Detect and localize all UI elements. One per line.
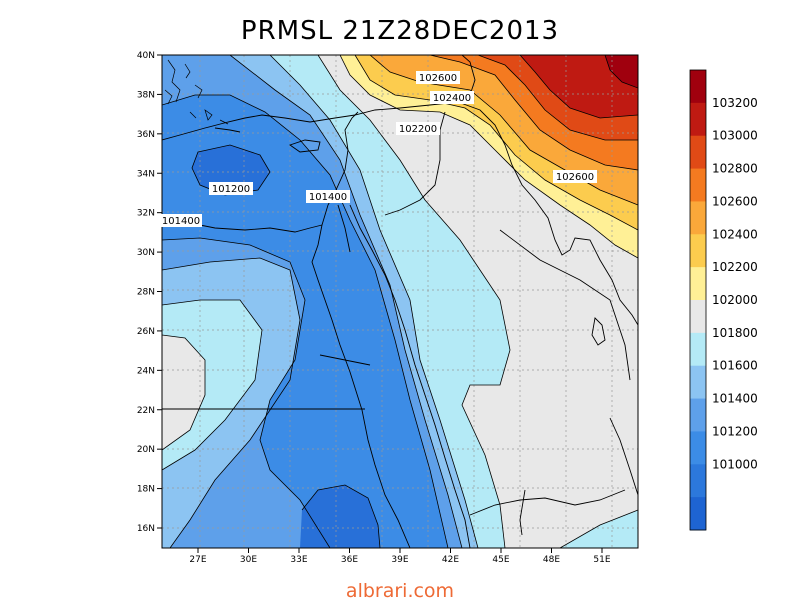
colorbar-swatch [690, 332, 706, 367]
longitude-axis: 27E 30E 33E 36E 39E 42E 45E 48E 51E [189, 548, 611, 565]
contour-label-102200: 102200 [396, 122, 440, 135]
colorbar-swatch [690, 70, 706, 104]
colorbar-swatch [690, 135, 706, 170]
contour-label-102600-north: 102600 [416, 71, 460, 84]
lat-label: 36N [137, 130, 155, 140]
colorbar-swatch [690, 201, 706, 235]
lon-label: 33E [290, 555, 307, 565]
lat-label: 40N [137, 51, 155, 61]
lat-label: 34N [137, 169, 155, 179]
lon-label: 39E [391, 555, 408, 565]
pressure-field-101400 [162, 95, 448, 548]
colorbar-label: 102000 [712, 293, 758, 307]
colorbar-label: 102400 [712, 227, 758, 241]
lat-label: 20N [137, 445, 155, 455]
lon-label: 27E [189, 555, 206, 565]
svg-text:102200: 102200 [399, 124, 437, 135]
contour-label-101400-west: 101400 [160, 214, 202, 227]
colorbar-label: 102800 [712, 162, 758, 176]
lon-label: 48E [543, 555, 560, 565]
lon-label: 45E [492, 555, 509, 565]
lat-label: 32N [137, 209, 155, 219]
coastlines-borders [162, 55, 638, 548]
lat-label: 28N [137, 288, 155, 298]
svg-text:102600: 102600 [419, 73, 457, 84]
map-title: PRMSL 21Z28DEC2013 [240, 16, 560, 46]
graticule [162, 55, 638, 548]
pressure-field-103400 [605, 55, 638, 88]
colorbar-swatch [690, 300, 706, 334]
colorbar-frame [689, 69, 707, 531]
pressure-field-103200 [520, 55, 638, 118]
aegean-islands [164, 59, 229, 125]
colorbar-swatch [690, 398, 706, 432]
pressure-field-102000-west [162, 335, 205, 450]
colorbar-swatch [690, 497, 706, 531]
lat-label: 18N [137, 485, 155, 495]
lat-label: 16N [137, 524, 155, 534]
svg-text:101400: 101400 [309, 192, 347, 203]
colorbar-label: 103000 [712, 129, 758, 143]
lat-label: 38N [137, 90, 155, 100]
colorbar-label: 101400 [712, 392, 758, 406]
colorbar-swatch [690, 234, 706, 268]
contour-label-101400-central: 101400 [306, 190, 350, 203]
svg-text:102400: 102400 [433, 93, 471, 104]
colorbar-label: 103200 [712, 96, 758, 110]
pressure-field-101600-band [230, 55, 478, 548]
colorbar-label: 101200 [712, 424, 758, 438]
colorbar-swatch [690, 102, 706, 137]
svg-text:102600: 102600 [556, 172, 594, 183]
colorbar-label: 101600 [712, 359, 758, 373]
watermark: albrari.com [345, 580, 455, 602]
colorbar-swatch [690, 168, 706, 202]
colorbar-label: 102200 [712, 260, 758, 274]
colorbar-swatch [690, 431, 706, 465]
colorbar-swatch [690, 464, 706, 498]
lon-label: 30E [240, 555, 257, 565]
lat-label: 26N [137, 327, 155, 337]
svg-text:101400: 101400 [162, 216, 200, 227]
colorbar-label: 102600 [712, 194, 758, 208]
colorbar-swatch [690, 267, 706, 301]
lon-label: 42E [442, 555, 459, 565]
contour-label-101200: 101200 [209, 182, 253, 195]
colorbar-label: 101000 [712, 457, 758, 471]
pressure-field-101800-se [560, 510, 638, 548]
contour-label-102600-east: 102600 [553, 170, 597, 183]
lat-label: 30N [137, 248, 155, 258]
lat-label: 24N [137, 366, 155, 376]
isobar-lines [162, 55, 638, 548]
colorbar-label: 101800 [712, 326, 758, 340]
lat-label: 22N [137, 406, 155, 416]
lon-label: 51E [593, 555, 610, 565]
contour-labels: 102600 102400 102200 101200 101400 10140… [160, 71, 597, 227]
lon-label: 36E [341, 555, 358, 565]
svg-text:101200: 101200 [212, 184, 250, 195]
pressure-field-101800-band [270, 55, 510, 548]
latitude-axis: 40N 38N 36N 34N 32N 30N 28N 26N 24N 22N 20N 18N 16N [137, 51, 162, 534]
contour-label-102400: 102400 [430, 91, 474, 104]
colorbar: 103200 103000 102800 102600 102400 102200 1020… [689, 69, 758, 531]
colorbar-swatch [690, 365, 706, 400]
